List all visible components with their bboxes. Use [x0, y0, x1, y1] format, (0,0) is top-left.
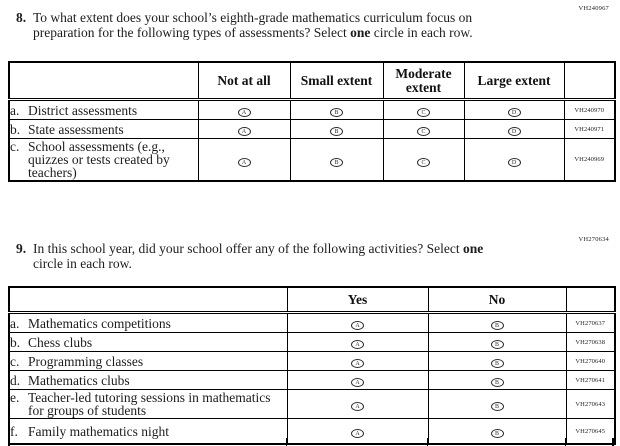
row-letter: e.: [10, 390, 20, 405]
answer-bubble-yes[interactable]: A: [351, 429, 364, 438]
header-small-extent: Small extent: [289, 61, 384, 101]
question-8-code: VH240967: [578, 5, 609, 12]
row-letter: c.: [10, 353, 20, 369]
row-code: VH270638: [565, 332, 616, 352]
question-8: 8. To what extent does your school’s eig…: [16, 10, 573, 40]
table-header-row: Not at all Small extent Moderate extent …: [8, 61, 616, 101]
answer-bubble-yes[interactable]: A: [351, 340, 364, 349]
answer-bubble-small-extent[interactable]: B: [330, 157, 343, 167]
answer-bubble-yes[interactable]: A: [351, 359, 364, 368]
row-letter: a.: [10, 102, 20, 118]
question-9-line2: circle in each row.: [33, 256, 132, 271]
row-letter: f.: [10, 423, 18, 439]
header-no: No: [427, 286, 567, 314]
table-row: e. Teacher-led tutoring sessions in math…: [8, 389, 616, 419]
question-9-bold-one: one: [462, 241, 484, 256]
answer-bubble-no[interactable]: B: [490, 359, 504, 368]
answer-bubble-small-extent[interactable]: B: [330, 108, 343, 117]
row-label: Teacher-led tutoring sessions in mathema…: [28, 390, 271, 418]
answer-bubble-yes[interactable]: A: [351, 402, 364, 411]
answer-bubble-not-at-all[interactable]: A: [237, 108, 251, 117]
answer-bubble-no[interactable]: B: [490, 378, 504, 387]
header-moderate-extent: Moderate extent: [382, 61, 465, 101]
row-code: VH240971: [563, 119, 616, 139]
table-border-line: [612, 438, 614, 446]
question-9-line1-pre: In this school year, did your school off…: [33, 241, 463, 256]
row-label: Family mathematics night: [28, 423, 169, 439]
question-8-text: To what extent does your school’s eighth…: [33, 10, 573, 40]
header-not-at-all: Not at all: [197, 61, 291, 101]
answer-bubble-yes[interactable]: A: [351, 321, 364, 330]
row-label: State assessments: [28, 121, 124, 137]
answer-bubble-moderate-extent[interactable]: C: [417, 108, 430, 117]
table-row: b. Chess clubs A B VH270638: [8, 332, 616, 352]
question-9-number: 9.: [16, 241, 27, 256]
row-code: VH270637: [565, 312, 616, 333]
question-8-line2-post: circle in each row.: [370, 25, 473, 40]
header-yes: Yes: [286, 286, 429, 314]
row-label: School assessments (e.g., quizzes or tes…: [28, 139, 170, 180]
row-code: VH240970: [563, 99, 616, 120]
table-row: a. District assessments A B C D VH240970: [8, 99, 616, 120]
answer-bubble-no[interactable]: B: [490, 429, 504, 438]
row-label: Mathematics clubs: [28, 372, 130, 388]
answer-bubble-not-at-all[interactable]: A: [237, 127, 251, 136]
row-label: District assessments: [28, 102, 138, 118]
row-code: VH270645: [565, 418, 616, 445]
answer-bubble-moderate-extent[interactable]: C: [417, 127, 430, 136]
row-label: Programming classes: [28, 353, 144, 369]
answer-bubble-not-at-all[interactable]: A: [237, 157, 251, 167]
row-code: VH240969: [563, 138, 616, 182]
question-8-number: 8.: [16, 10, 27, 25]
row-label: Chess clubs: [28, 334, 93, 350]
cutoff-row-border-stubs: [8, 438, 614, 446]
row-letter: c.: [10, 139, 20, 154]
row-code: VH270643: [565, 389, 616, 419]
answer-bubble-no[interactable]: B: [490, 402, 504, 411]
question-9-table: Yes No a. Mathematics competitions A B V…: [8, 286, 616, 445]
header-blank: [8, 286, 288, 314]
answer-bubble-yes[interactable]: A: [351, 378, 364, 387]
table-row: f. Family mathematics night A B VH270645: [8, 418, 616, 445]
table-header-row: Yes No: [8, 286, 616, 314]
question-8-line1: To what extent does your school’s eighth…: [33, 10, 473, 25]
answer-bubble-large-extent[interactable]: D: [507, 127, 521, 136]
row-label: Mathematics competitions: [28, 315, 171, 331]
table-border-line: [427, 438, 428, 446]
table-row: c. School assessments (e.g., quizzes or …: [8, 138, 616, 182]
answer-bubble-large-extent[interactable]: D: [507, 108, 521, 117]
question-9-code: VH270634: [578, 236, 609, 243]
row-letter: a.: [10, 315, 20, 331]
answer-bubble-small-extent[interactable]: B: [330, 127, 343, 136]
answer-bubble-moderate-extent[interactable]: C: [417, 157, 430, 167]
table-row: d. Mathematics clubs A B VH270641: [8, 370, 616, 390]
table-row: c. Programming classes A B VH270640: [8, 351, 616, 371]
question-8-table: Not at all Small extent Moderate extent …: [8, 61, 616, 182]
row-code: VH270640: [565, 351, 616, 371]
question-8-bold-one: one: [350, 25, 371, 40]
table-border-line: [565, 438, 566, 446]
question-9-text: In this school year, did your school off…: [33, 241, 573, 271]
header-large-extent: Large extent: [463, 61, 565, 101]
question-9: 9. In this school year, did your school …: [16, 241, 573, 271]
row-letter: d.: [10, 372, 21, 388]
answer-bubble-no[interactable]: B: [490, 321, 504, 330]
header-code-blank: [565, 286, 616, 314]
header-blank: [8, 61, 199, 101]
header-code-blank: [563, 61, 616, 101]
table-border-line: [8, 438, 10, 446]
row-letter: b.: [10, 121, 21, 137]
row-code: VH270641: [565, 370, 616, 390]
table-row: a. Mathematics competitions A B VH270637: [8, 312, 616, 333]
table-border-line: [286, 438, 287, 446]
question-8-line2-pre: preparation for the following types of a…: [33, 25, 351, 40]
answer-bubble-large-extent[interactable]: D: [507, 157, 521, 167]
answer-bubble-no[interactable]: B: [490, 340, 504, 349]
table-row: b. State assessments A B C D VH240971: [8, 119, 616, 139]
row-letter: b.: [10, 334, 21, 350]
